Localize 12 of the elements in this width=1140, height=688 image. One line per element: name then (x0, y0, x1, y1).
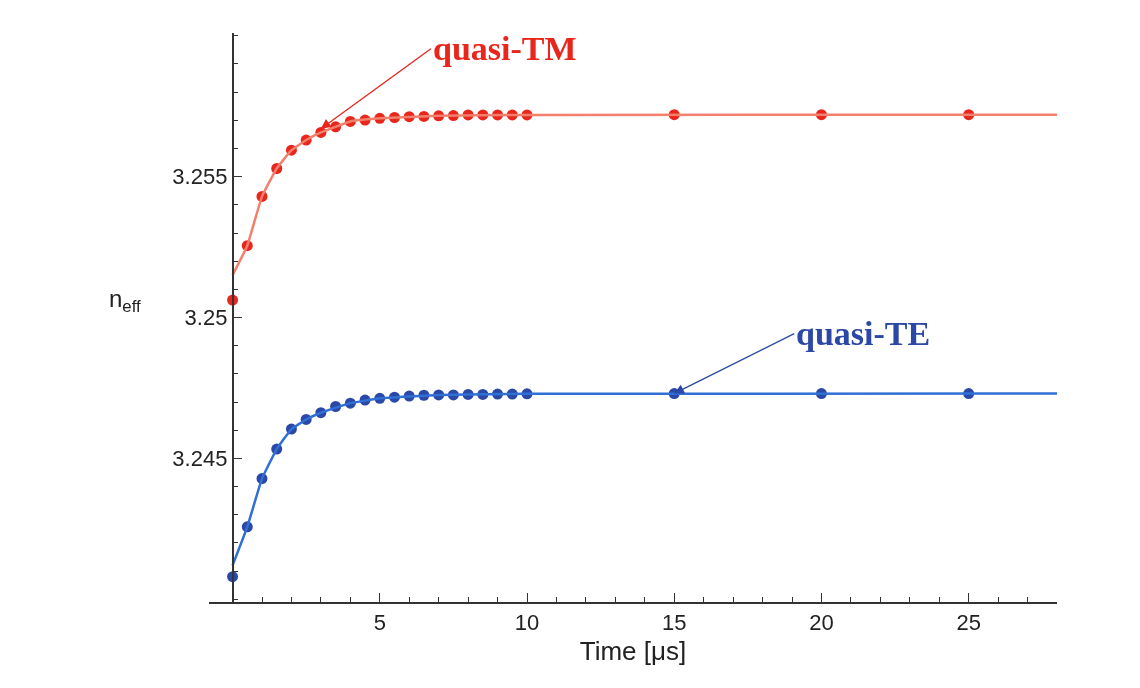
y-tick-label: 3.245 (172, 446, 228, 472)
x-tick-label: 10 (514, 610, 540, 636)
x-tick-label: 15 (661, 610, 687, 636)
x-axis-title: Time [μs] (579, 636, 687, 667)
y-axis-title: n$_{eff}$ (109, 285, 142, 317)
y-tick-label: 3.25 (184, 305, 228, 331)
y-tick-label: 3.255 (172, 164, 228, 190)
annotation: quasi-TM (433, 30, 577, 67)
x-tick-label: 5 (373, 610, 386, 636)
x-tick-label: 20 (809, 610, 834, 636)
x-tick-label: 25 (956, 610, 981, 636)
annotation: quasi-TE (796, 315, 931, 352)
